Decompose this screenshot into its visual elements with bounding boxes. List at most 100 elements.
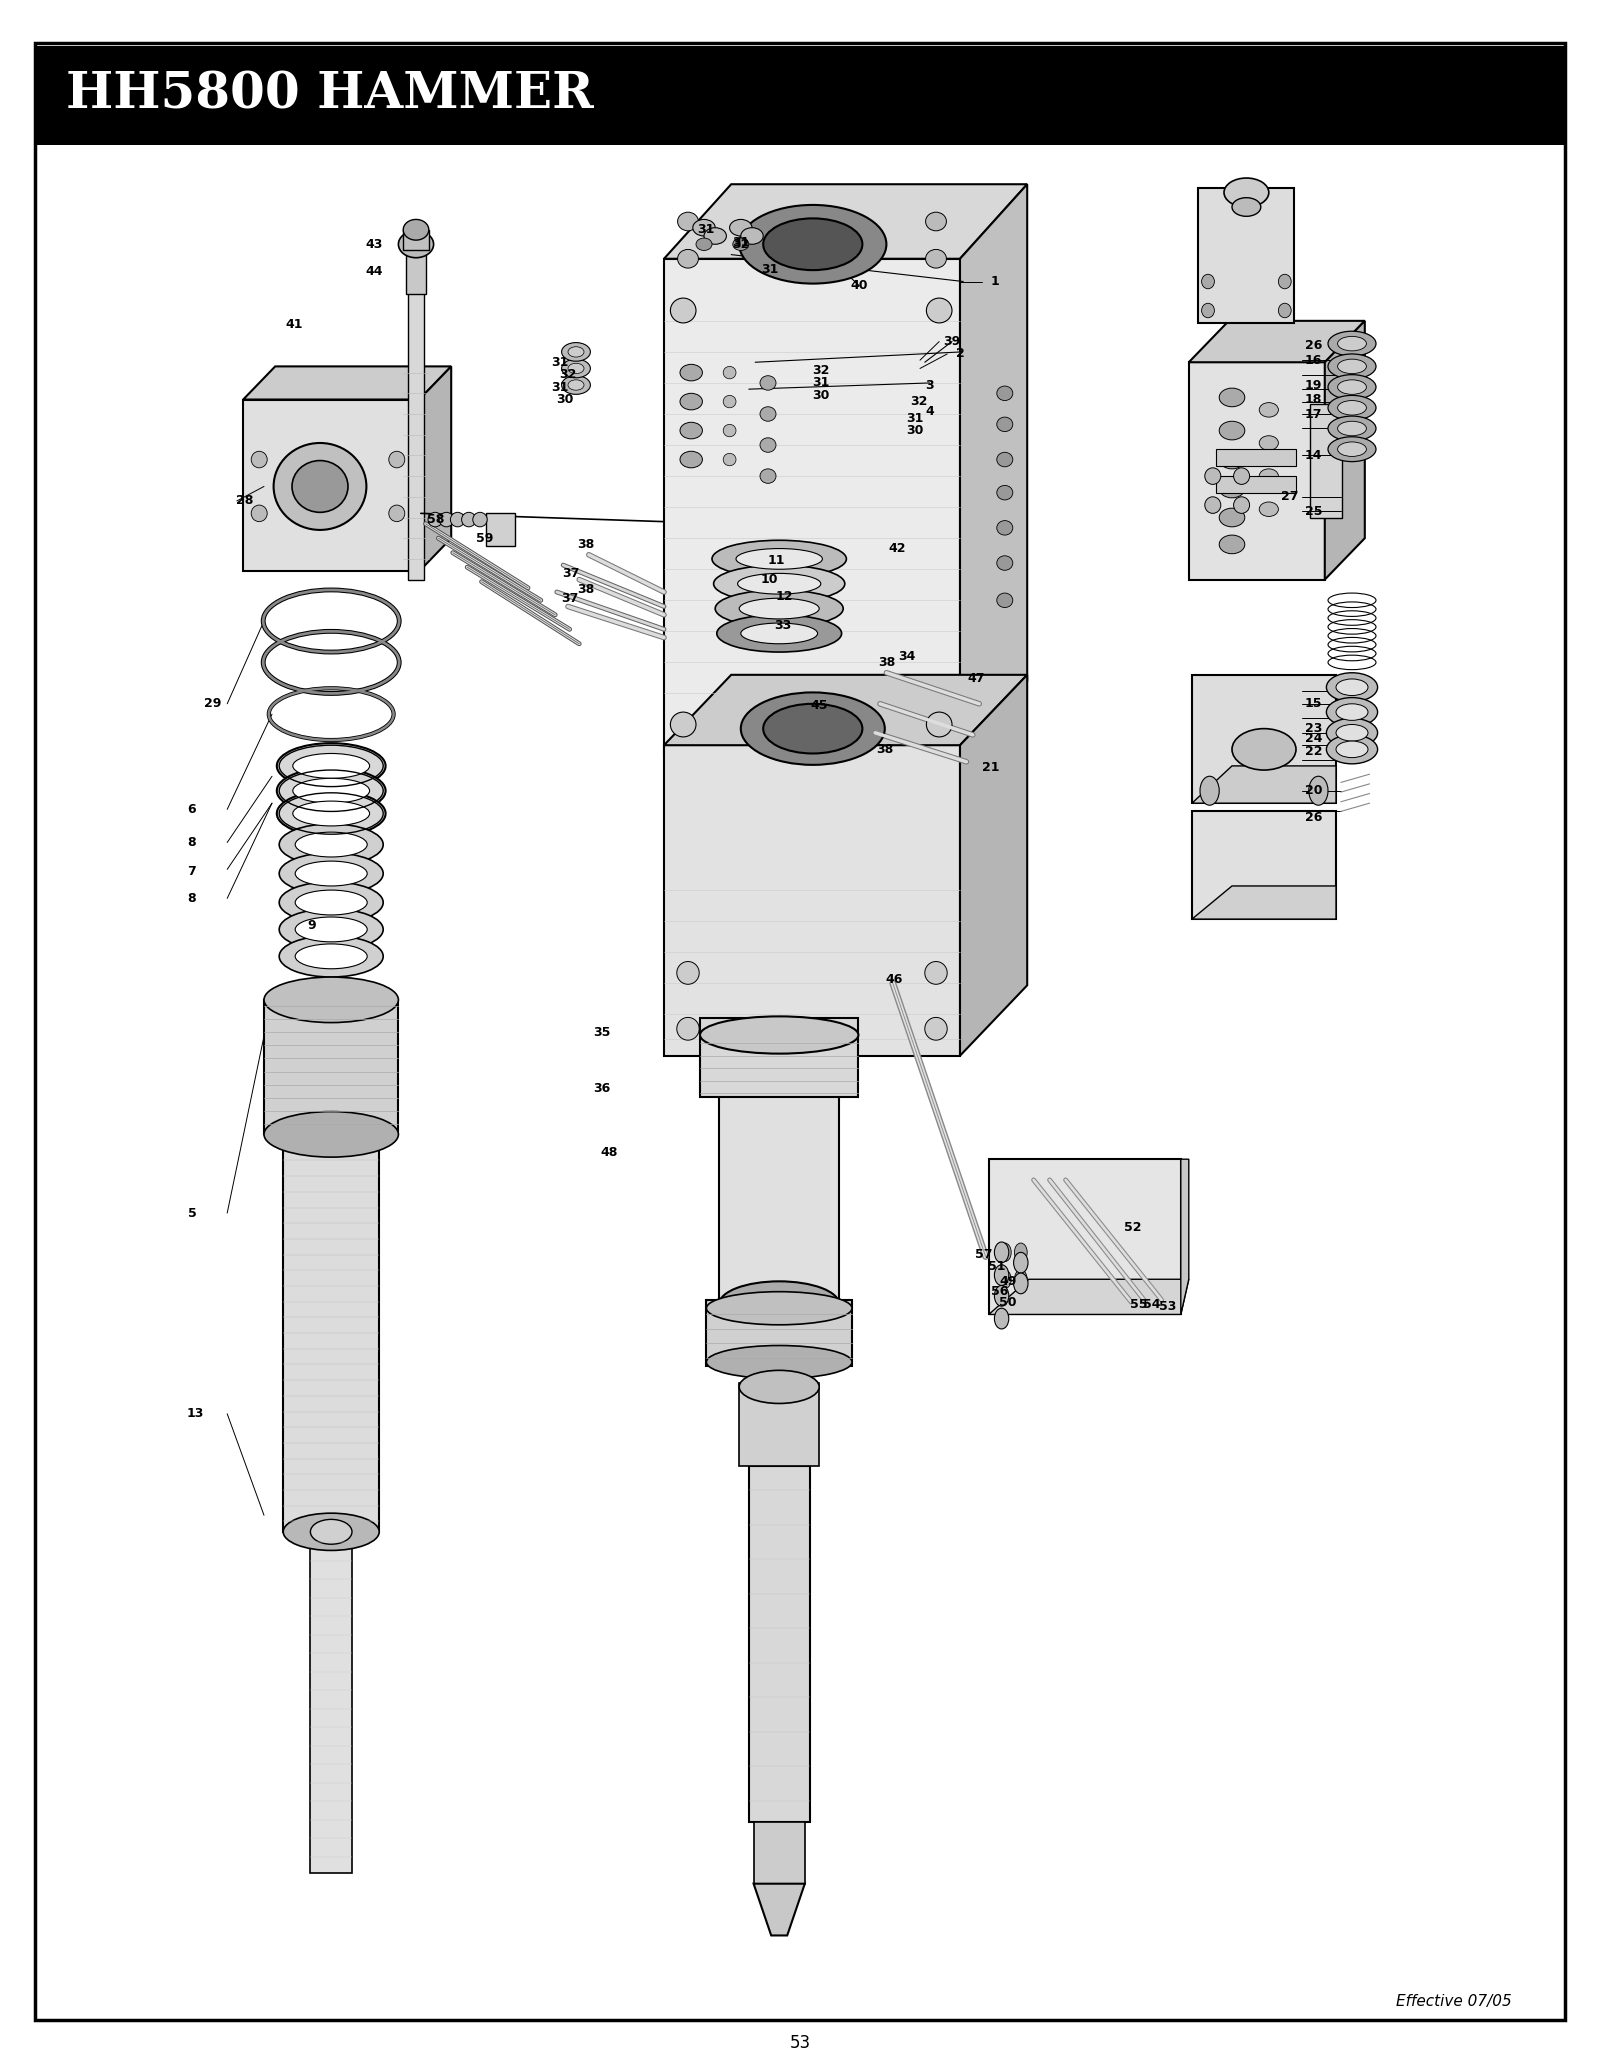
Ellipse shape (680, 451, 702, 468)
Ellipse shape (1200, 776, 1219, 805)
Ellipse shape (278, 909, 384, 950)
Text: 46: 46 (886, 973, 902, 985)
Text: 17: 17 (1306, 408, 1322, 420)
Ellipse shape (1328, 437, 1376, 462)
Ellipse shape (1328, 331, 1376, 356)
Polygon shape (1192, 766, 1336, 803)
Ellipse shape (997, 520, 1013, 534)
Text: 26: 26 (1306, 811, 1322, 824)
Polygon shape (1189, 321, 1365, 362)
Bar (408, 290, 424, 580)
Ellipse shape (1326, 673, 1378, 702)
Text: 32: 32 (910, 395, 926, 408)
Text: 31: 31 (762, 263, 778, 275)
Text: 36: 36 (594, 1083, 610, 1095)
Ellipse shape (562, 377, 590, 395)
Text: 47: 47 (968, 673, 984, 685)
Bar (1198, 188, 1294, 323)
Ellipse shape (461, 513, 477, 526)
Ellipse shape (291, 462, 349, 513)
Ellipse shape (1338, 381, 1366, 393)
Text: 16: 16 (1306, 354, 1322, 366)
Ellipse shape (1224, 178, 1269, 207)
Text: 52: 52 (1125, 1221, 1141, 1234)
Ellipse shape (294, 917, 368, 942)
Ellipse shape (995, 1242, 1010, 1263)
Ellipse shape (278, 936, 384, 977)
Bar (989, 1159, 1181, 1314)
Ellipse shape (997, 557, 1013, 569)
Ellipse shape (1326, 698, 1378, 727)
Ellipse shape (739, 1370, 819, 1403)
Text: 7: 7 (187, 865, 197, 878)
Ellipse shape (723, 395, 736, 408)
Ellipse shape (677, 248, 698, 269)
Ellipse shape (1205, 497, 1221, 513)
Bar (754, 1822, 805, 1884)
Ellipse shape (718, 1033, 838, 1078)
Ellipse shape (277, 791, 386, 836)
Ellipse shape (696, 238, 712, 250)
Text: 5: 5 (187, 1207, 197, 1219)
Ellipse shape (1278, 304, 1291, 317)
Text: 2: 2 (955, 348, 965, 360)
Ellipse shape (741, 623, 818, 644)
Ellipse shape (998, 1242, 1011, 1261)
Ellipse shape (1219, 480, 1245, 499)
Ellipse shape (294, 890, 368, 915)
Text: 31: 31 (552, 381, 568, 393)
Ellipse shape (294, 832, 368, 857)
Ellipse shape (1328, 416, 1376, 441)
Text: 58: 58 (427, 513, 443, 526)
Ellipse shape (760, 377, 776, 389)
Text: 14: 14 (1306, 449, 1322, 462)
Ellipse shape (403, 219, 429, 240)
Bar (1216, 476, 1296, 493)
Text: 38: 38 (578, 538, 594, 551)
Text: 53: 53 (1160, 1300, 1176, 1312)
Ellipse shape (310, 1519, 352, 1544)
Text: 42: 42 (890, 542, 906, 555)
Text: 8: 8 (187, 836, 197, 849)
Ellipse shape (1202, 275, 1214, 288)
Ellipse shape (429, 513, 443, 526)
Text: 31: 31 (907, 412, 923, 424)
Text: 4: 4 (925, 406, 934, 418)
Ellipse shape (389, 451, 405, 468)
Ellipse shape (1338, 422, 1366, 437)
Ellipse shape (1205, 468, 1221, 484)
Polygon shape (243, 366, 451, 400)
Ellipse shape (1259, 402, 1278, 416)
Ellipse shape (1232, 729, 1296, 770)
Bar (1216, 449, 1296, 466)
Ellipse shape (1326, 718, 1378, 747)
Bar (406, 248, 426, 294)
Text: 23: 23 (1306, 722, 1322, 735)
Ellipse shape (741, 228, 763, 244)
Text: 11: 11 (768, 555, 784, 567)
Text: 34: 34 (899, 650, 915, 662)
Ellipse shape (723, 366, 736, 379)
Ellipse shape (274, 443, 366, 530)
Text: 30: 30 (813, 389, 829, 402)
Ellipse shape (763, 704, 862, 753)
Ellipse shape (251, 451, 267, 468)
Ellipse shape (998, 1269, 1011, 1288)
Ellipse shape (699, 1016, 859, 1054)
Ellipse shape (1202, 304, 1214, 317)
Ellipse shape (997, 418, 1013, 431)
Ellipse shape (680, 422, 702, 439)
Text: HH5800 HAMMER: HH5800 HAMMER (66, 70, 594, 120)
Ellipse shape (995, 1285, 1010, 1306)
Ellipse shape (760, 470, 776, 482)
Text: Effective 07/05: Effective 07/05 (1397, 1993, 1512, 2010)
Polygon shape (960, 184, 1027, 756)
Ellipse shape (1336, 679, 1368, 696)
Ellipse shape (704, 228, 726, 244)
Text: 56: 56 (992, 1285, 1008, 1298)
Ellipse shape (723, 453, 736, 466)
Text: 10: 10 (762, 573, 778, 586)
Ellipse shape (763, 219, 862, 271)
Bar (707, 1300, 851, 1366)
Ellipse shape (997, 453, 1013, 466)
